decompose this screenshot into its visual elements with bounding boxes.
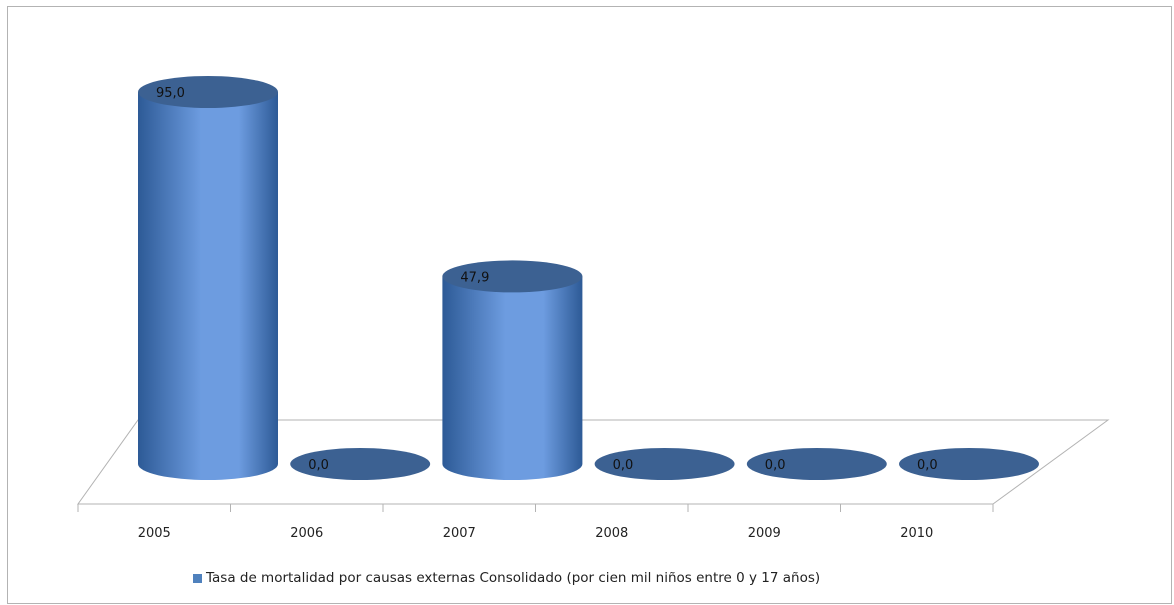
legend-label: Tasa de mortalidad por causas externas C… (206, 570, 821, 586)
data-label: 95,0 (156, 86, 185, 101)
bar-2007: 47,9 (442, 260, 583, 480)
bar-top (899, 448, 1039, 480)
x-tick-label: 2005 (138, 526, 171, 541)
bar-2010: 0,0 (899, 448, 1039, 480)
bar-top (290, 448, 431, 480)
bar-2005: 95,0 (138, 76, 278, 480)
chart-floor (77, 419, 1110, 512)
data-label: 0,0 (613, 458, 634, 473)
x-tick-label: 2010 (900, 526, 933, 541)
x-tick-label: 2009 (748, 526, 781, 541)
bar-2009: 0,0 (746, 448, 887, 480)
x-tick-label: 2006 (290, 526, 323, 541)
data-label: 0,0 (308, 458, 329, 473)
data-label: 0,0 (917, 458, 938, 473)
bar-series: 95,0 0,0 47,9 0,0 0,0 0,0 (138, 76, 1039, 480)
x-tick-label: 2008 (595, 526, 628, 541)
bar-body (442, 276, 583, 480)
x-axis-tick-labels: 2005 2006 2007 2008 2009 2010 (138, 526, 934, 541)
bar-2006: 0,0 (290, 448, 431, 480)
bar-top (138, 76, 278, 108)
bar-top (594, 448, 735, 480)
data-label: 47,9 (460, 270, 489, 285)
data-label: 0,0 (765, 458, 786, 473)
bar-top (746, 448, 887, 480)
legend: Tasa de mortalidad por causas externas C… (193, 568, 820, 588)
bar-body (138, 92, 278, 480)
x-tick-label: 2007 (443, 526, 476, 541)
bar-top (442, 260, 583, 293)
legend-swatch (193, 573, 202, 583)
bar-2008: 0,0 (594, 448, 735, 480)
